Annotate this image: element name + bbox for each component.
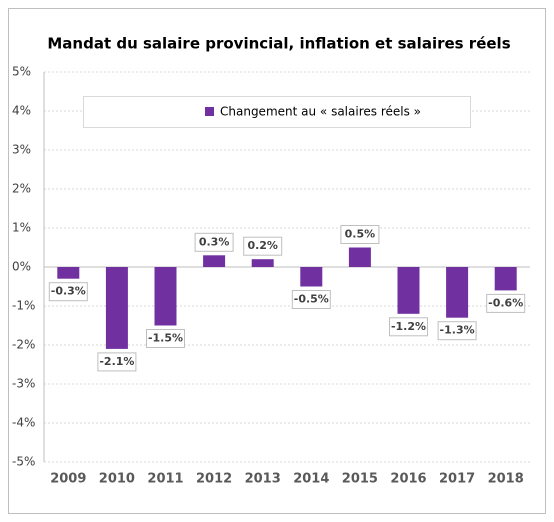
bar: [348, 247, 371, 267]
value-label: -2.1%: [99, 355, 134, 368]
y-tick-label: 1%: [12, 221, 31, 235]
legend-box: [83, 96, 471, 128]
y-tick-label: 4%: [12, 104, 31, 118]
value-label: 0.2%: [247, 239, 278, 252]
y-tick-label: -2%: [12, 338, 35, 352]
y-tick-label: -5%: [12, 455, 35, 469]
value-label: -0.5%: [294, 293, 329, 306]
bar: [251, 259, 274, 267]
y-tick-label: -4%: [12, 416, 35, 430]
legend-label: Changement au « salaires réels »: [220, 105, 421, 119]
value-label-box: [437, 321, 477, 341]
value-label: 0.5%: [345, 228, 376, 241]
value-label-box: [389, 317, 428, 337]
value-label: -1.2%: [391, 320, 426, 333]
bar: [203, 255, 226, 267]
x-tick-label: 2013: [245, 472, 281, 487]
bar: [154, 267, 177, 326]
y-tick-label: 2%: [12, 182, 31, 196]
bar: [300, 267, 323, 287]
chart-border: [8, 8, 546, 514]
value-label: -1.3%: [440, 324, 475, 337]
x-tick-label: 2011: [147, 472, 183, 487]
bar: [397, 267, 420, 314]
y-tick-label: -3%: [12, 377, 35, 391]
x-tick-label: 2010: [99, 472, 135, 487]
value-label: 0.3%: [199, 235, 230, 248]
y-tick-label: -1%: [12, 299, 35, 313]
value-label-box: [194, 232, 234, 252]
x-tick-label: 2018: [488, 472, 524, 487]
value-label: -0.3%: [51, 285, 86, 298]
value-label-box: [340, 225, 380, 244]
value-label: -1.5%: [148, 332, 183, 345]
value-label-box: [48, 282, 88, 302]
value-label-box: [291, 290, 331, 309]
x-tick-label: 2014: [293, 472, 329, 487]
x-tick-label: 2012: [196, 472, 232, 487]
value-label-box: [97, 352, 137, 372]
x-tick-label: 2017: [439, 472, 475, 487]
value-label-box: [486, 293, 526, 313]
value-label-box: [146, 329, 185, 348]
x-tick-label: 2015: [342, 472, 378, 487]
y-tick-label: 5%: [12, 65, 31, 79]
bar: [446, 267, 469, 318]
y-tick-label: 0%: [12, 260, 31, 274]
value-label-box: [243, 236, 283, 256]
chart-title: Mandat du salaire provincial, inflation …: [47, 35, 510, 53]
bar: [105, 267, 128, 349]
x-tick-label: 2016: [390, 472, 426, 487]
y-tick-label: 3%: [12, 143, 31, 157]
legend-swatch: [205, 107, 214, 116]
x-tick-label: 2009: [50, 472, 86, 487]
bar: [494, 267, 517, 291]
bar: [57, 267, 80, 279]
value-label: -0.6%: [488, 296, 523, 309]
